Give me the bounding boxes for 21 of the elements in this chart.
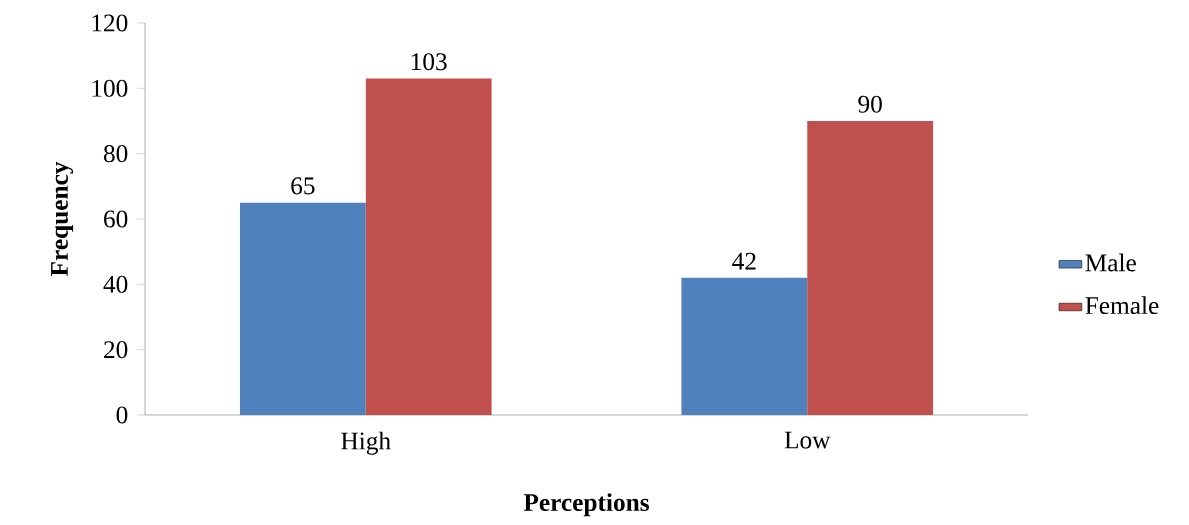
x-tick-label: Low (784, 431, 831, 449)
bar (239, 202, 366, 416)
bar (681, 277, 808, 416)
y-tick-label: 0 (116, 406, 128, 424)
data-label: 65 (291, 177, 315, 195)
data-label: 90 (858, 95, 882, 113)
legend-label: Female (1085, 296, 1159, 315)
y-axis-title: Frequency (51, 161, 74, 277)
x-axis-title: Perceptions (523, 493, 649, 517)
y-tick-label: 60 (104, 210, 128, 228)
data-label: 42 (732, 252, 756, 270)
y-tick-label: 100 (92, 79, 128, 98)
bar (365, 78, 492, 416)
y-tick-label: 120 (92, 14, 128, 32)
y-tick-label: 80 (103, 145, 128, 163)
y-tick-label: 20 (104, 341, 128, 359)
legend-label: Male (1085, 253, 1136, 272)
y-tick-label: 40 (103, 275, 128, 294)
bar (807, 121, 934, 416)
data-label: 103 (411, 53, 447, 71)
x-tick-label: High (341, 431, 391, 455)
